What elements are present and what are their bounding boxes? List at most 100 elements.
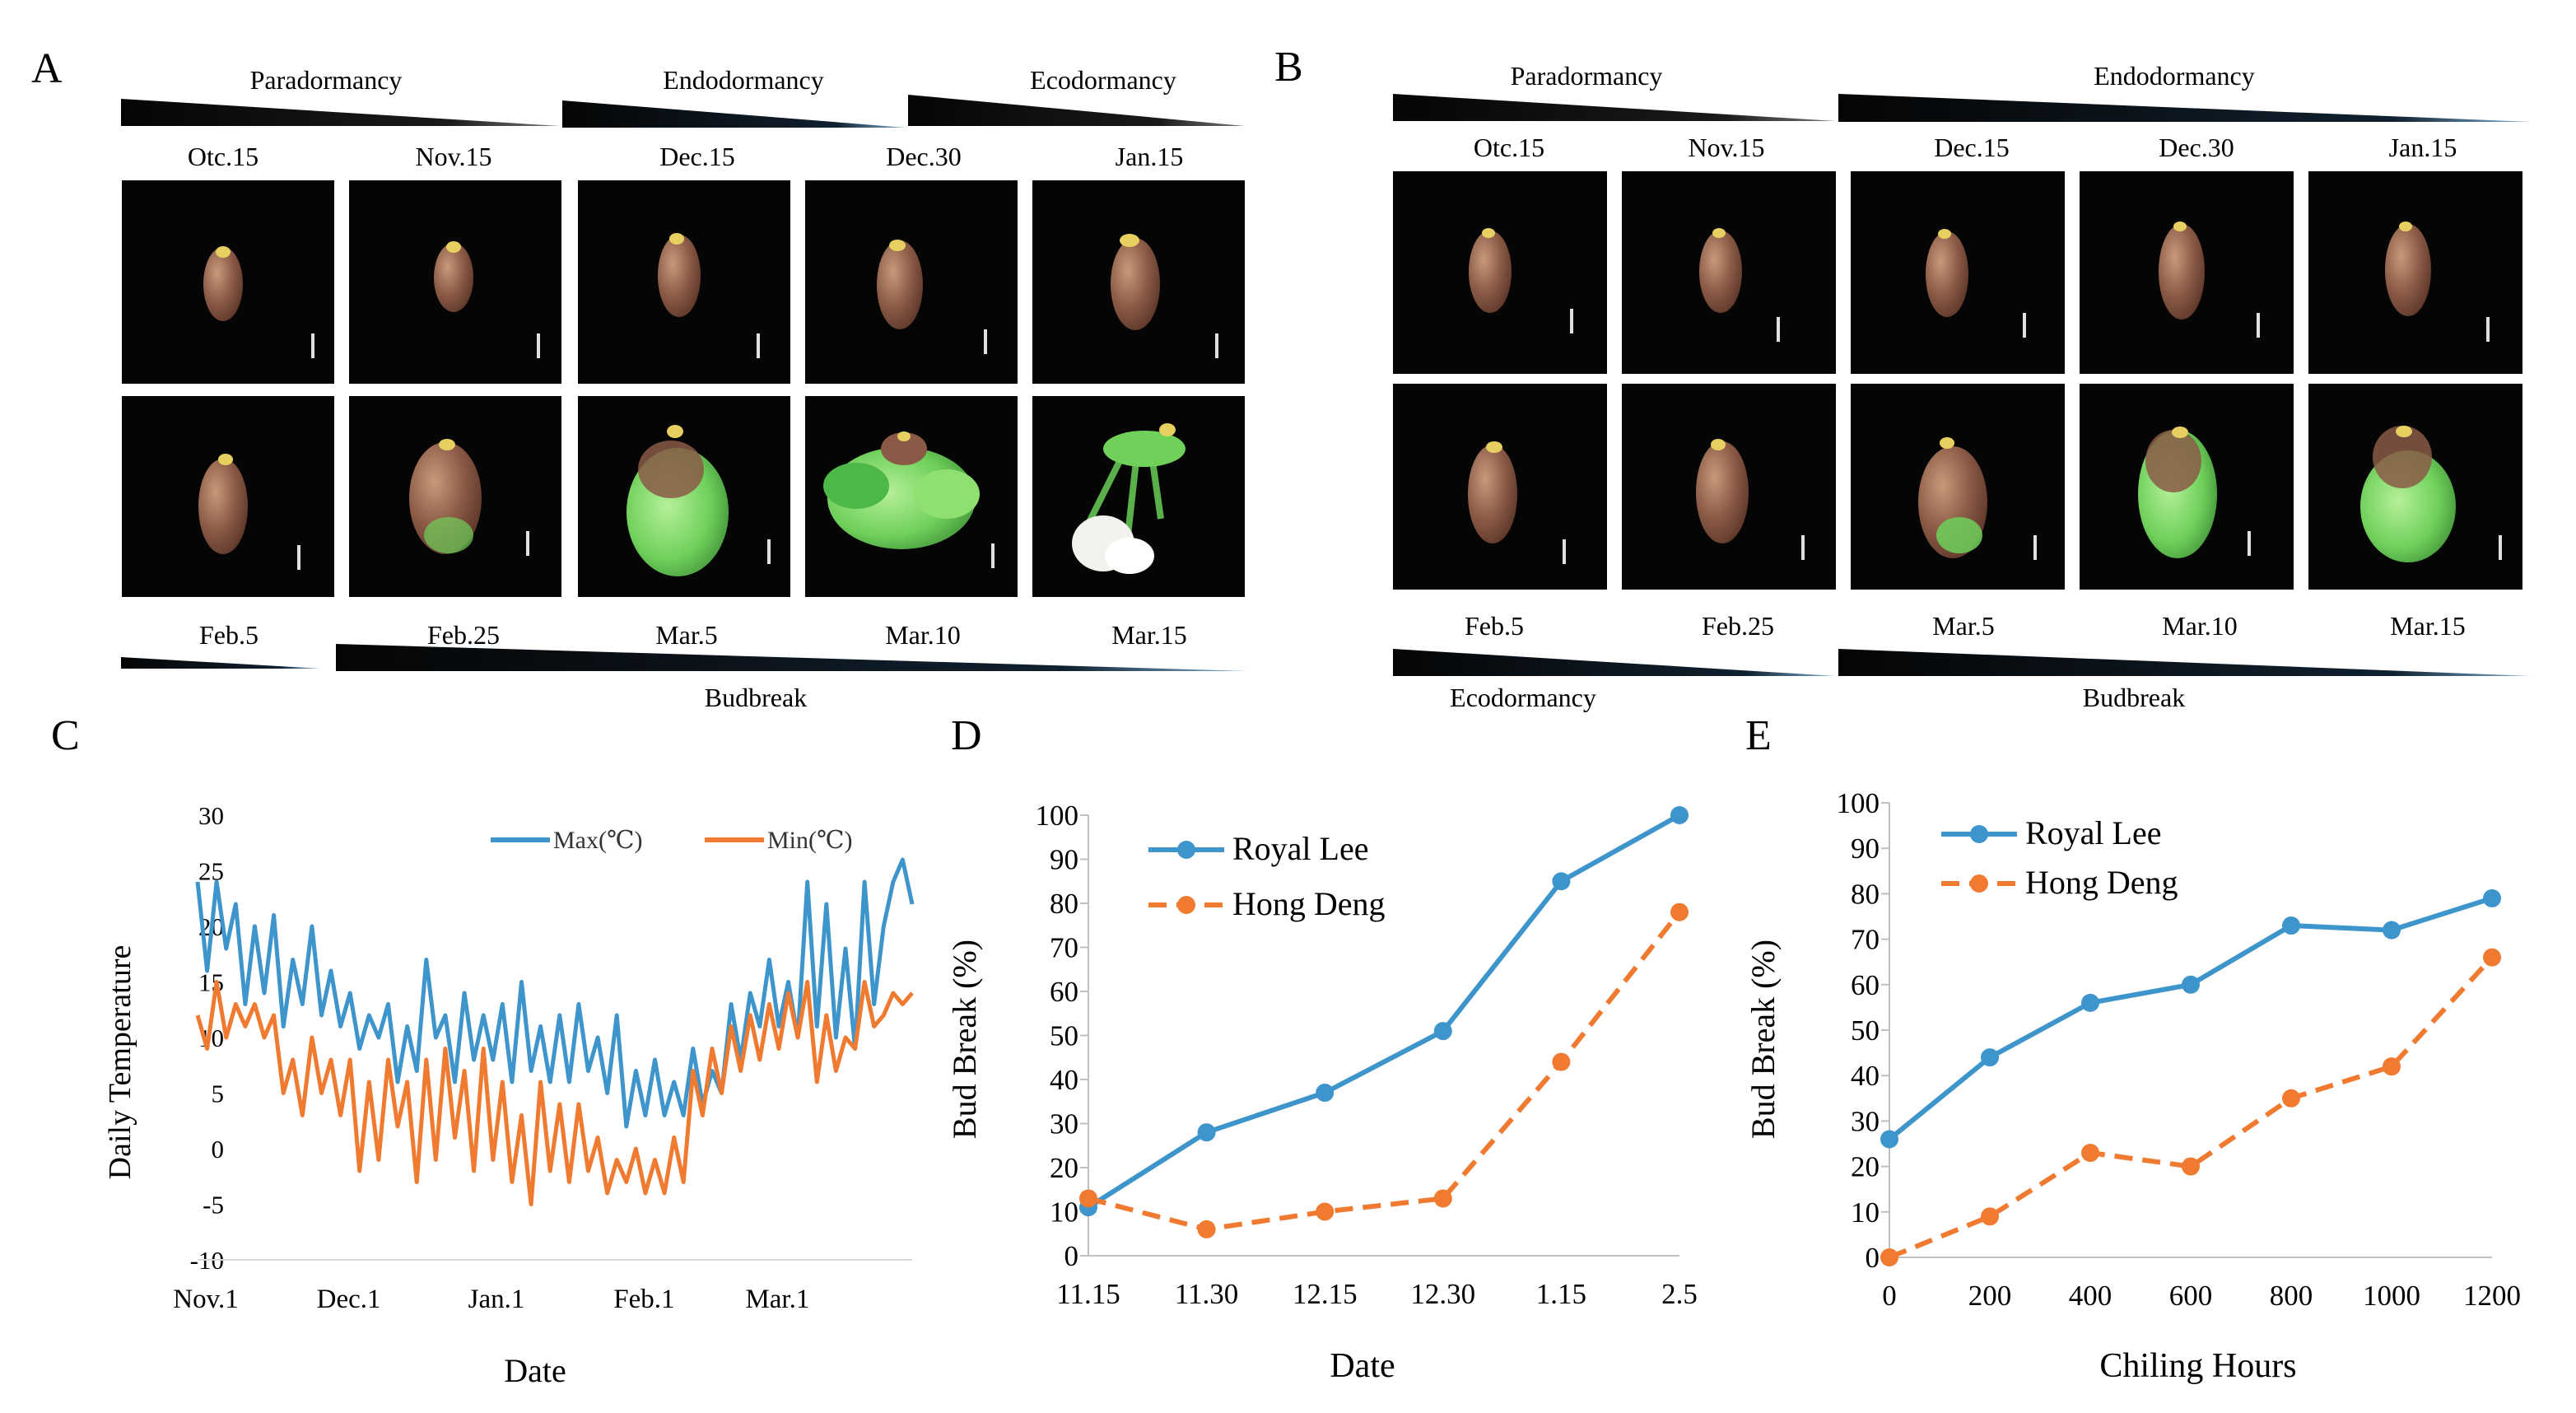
chart-d-axes: 0 10 20 30 40 50 60 70 80 90 100 11.15 11.30 12.15 12.… (1036, 800, 1698, 1310)
panel-b-stage-endodormancy: Endodormancy (2094, 61, 2255, 91)
chart-d-ytick-label: 10 (1050, 1196, 1078, 1229)
panel-d-letter: D (951, 712, 982, 759)
panel-b-date-top-1: Otc.15 (1474, 133, 1544, 162)
chart-d-lines (1079, 806, 1689, 1238)
panel-a-wedge-budbreak (336, 644, 1247, 671)
chart-c-xtick-label: Dec.1 (317, 1285, 381, 1314)
chart-e-lines (1880, 888, 2501, 1266)
point-hong-deng (2182, 1157, 2200, 1176)
panel-a-wedge-paradormancy (121, 99, 560, 126)
panel-b-photo-row1 (1393, 171, 2522, 374)
panel-b-date-bottom-3: Mar.5 (1932, 611, 1995, 641)
chart-e-xtick-label: 1000 (2363, 1280, 2420, 1312)
point-hong-deng (2383, 1057, 2401, 1076)
chart-e-xlabel: Chiling Hours (2099, 1347, 2296, 1385)
panel-a-wedge-ecodormancy (908, 95, 1245, 126)
panel-b-stage-budbreak: Budbreak (2083, 683, 2185, 712)
chart-d-ytick-label: 0 (1064, 1240, 1079, 1272)
chart-c-ylabel: Daily Temperature (103, 945, 137, 1180)
bud-photo (122, 180, 334, 384)
chart-e-ytick-label: 60 (1851, 969, 1880, 1001)
legend-label: Hong Deng (1232, 885, 1386, 922)
bud-photo (1393, 171, 1607, 374)
chart-e-xtick-label: 1200 (2463, 1280, 2521, 1312)
panel-b: B Paradormancy Endodormancy Otc.15 Nov.1… (1274, 44, 2532, 712)
chart-c-xtick-label: Feb.1 (613, 1285, 674, 1314)
point-royal-lee (1316, 1084, 1335, 1103)
chart-d-legend: Royal Lee Hong Deng (1148, 830, 1386, 922)
chart-e-xtick-label: 200 (1968, 1280, 2012, 1312)
chart-e-ytick-label: 50 (1851, 1014, 1880, 1047)
panel-a-letter: A (31, 45, 63, 92)
chart-d-xlabel: Date (1330, 1347, 1395, 1385)
series-line-royal-lee (1888, 896, 2493, 1141)
chart-c-ytick-label: -5 (203, 1191, 224, 1219)
point-royal-lee (1197, 1123, 1216, 1142)
panel-a-date-top-4: Dec.30 (886, 142, 962, 171)
point-hong-deng (1880, 1248, 1898, 1266)
chart-e-xtick-label: 400 (2069, 1280, 2113, 1312)
bud-photo (1032, 180, 1245, 384)
bud-photo (805, 180, 1018, 384)
bud-photo (2308, 171, 2522, 374)
bud-photo (578, 396, 790, 597)
chart-e-ytick-label: 80 (1851, 878, 1880, 910)
point-royal-lee (1880, 1130, 1898, 1149)
bud-photo (805, 396, 1018, 597)
panel-b-letter: B (1274, 44, 1303, 91)
panel-a-date-top-1: Otc.15 (188, 142, 259, 171)
bud-photo (578, 180, 790, 384)
point-hong-deng (1552, 1052, 1571, 1071)
point-hong-deng (1316, 1202, 1335, 1221)
panel-b-wedge-ecodormancy (1393, 649, 1836, 676)
panel-b-wedge-endodormancy (1838, 94, 2532, 122)
chart-e-ytick-label: 0 (1866, 1242, 1880, 1274)
point-hong-deng (2483, 948, 2501, 967)
chart-c-ytick-label: 30 (198, 801, 224, 830)
chart-d-ytick-label: 20 (1050, 1152, 1078, 1184)
point-hong-deng (1433, 1189, 1452, 1208)
point-royal-lee (1981, 1048, 1999, 1067)
legend-marker (1970, 825, 1988, 843)
panel-d: D 0 10 20 30 40 50 60 70 80 90 100 11.15 11.30 12.15 1… (946, 712, 1698, 1385)
panel-b-date-bottom-1: Feb.5 (1465, 611, 1524, 641)
point-hong-deng (1079, 1189, 1097, 1208)
panel-a-date-top-5: Jan.15 (1116, 142, 1184, 171)
chart-e-ytick-label: 70 (1851, 924, 1880, 956)
chart-d-ytick-label: 70 (1050, 932, 1078, 964)
chart-d-xtick-label: 11.15 (1056, 1278, 1120, 1310)
panel-a-wedge-endodormancy (562, 100, 906, 128)
chart-d-ytick-label: 90 (1050, 844, 1078, 876)
bud-photo (1032, 396, 1245, 597)
chart-e-ytick-label: 90 (1851, 832, 1880, 865)
chart-c-ytick-label: 0 (212, 1135, 225, 1164)
panel-a: A Paradormancy Endodormancy Ecodormancy … (31, 45, 1247, 712)
chart-d-ytick-label: 60 (1050, 976, 1078, 1008)
chart-e-xtick-label: 600 (2169, 1280, 2213, 1312)
chart-c-xtick-label: Mar.1 (745, 1285, 809, 1314)
point-hong-deng (2081, 1144, 2099, 1163)
series-line-hong-deng (1088, 910, 1682, 1232)
point-hong-deng (1981, 1207, 1999, 1226)
panel-a-date-bottom-5: Mar.15 (1111, 620, 1187, 650)
point-royal-lee (2081, 993, 2099, 1012)
chart-e-ytick-label: 40 (1851, 1060, 1880, 1092)
chart-d-xtick-label: 12.15 (1293, 1278, 1358, 1310)
panel-a-photo-row2 (122, 396, 1245, 597)
bud-photo (1851, 384, 2065, 590)
legend-label: Min(℃) (767, 827, 853, 854)
point-royal-lee (1552, 872, 1571, 891)
panel-a-photo-row1 (122, 180, 1245, 384)
chart-c-lines (195, 857, 915, 1206)
panel-b-wedge-budbreak (1838, 649, 2532, 676)
panel-a-date-top-3: Dec.15 (659, 142, 735, 171)
panel-a-date-top-2: Nov.15 (415, 142, 491, 171)
chart-d-ytick-label: 80 (1050, 888, 1078, 920)
legend-marker (1177, 841, 1195, 859)
legend-label: Royal Lee (1232, 830, 1369, 867)
panel-b-date-top-2: Nov.15 (1688, 133, 1764, 162)
